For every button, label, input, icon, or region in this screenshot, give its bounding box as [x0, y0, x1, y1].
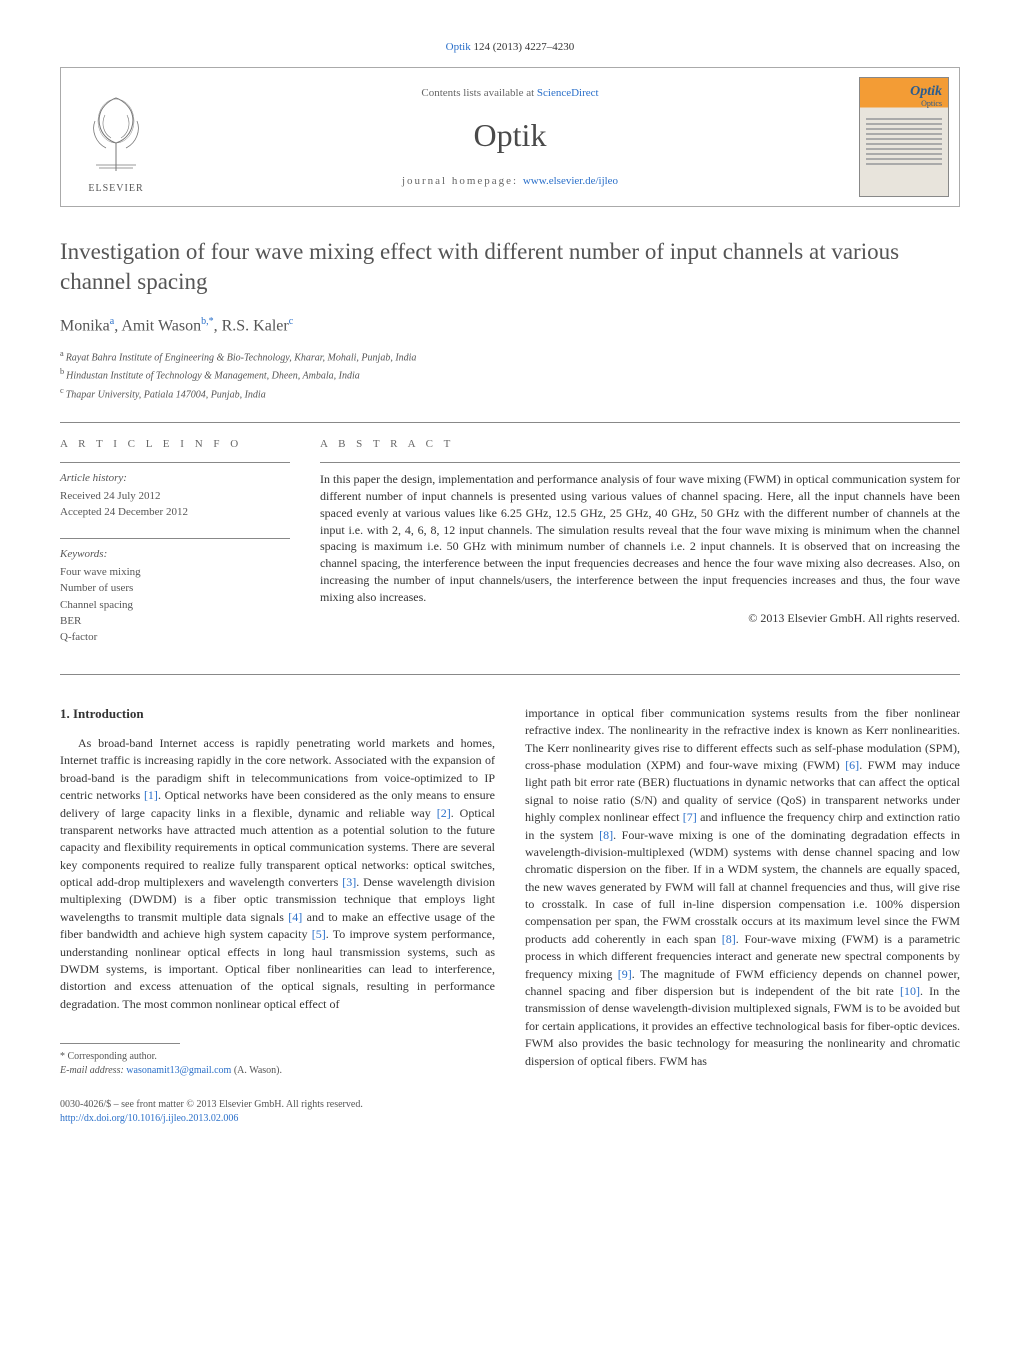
citation-line: Optik 124 (2013) 4227–4230 — [60, 40, 960, 55]
article-history: Article history: Received 24 July 2012 A… — [60, 462, 290, 520]
keyword-5: Q-factor — [60, 630, 290, 645]
affiliation-2: Hindustan Institute of Technology & Mana… — [66, 371, 360, 382]
keyword-3: Channel spacing — [60, 598, 290, 613]
citation-ref[interactable]: [2] — [437, 806, 451, 820]
citation-rest: 124 (2013) 4227–4230 — [471, 41, 575, 53]
contents-prefix: Contents lists available at — [421, 87, 536, 99]
footer-block: 0030-4026/$ – see front matter © 2013 El… — [60, 1098, 495, 1126]
journal-title: Optik — [474, 113, 547, 158]
journal-homepage-link[interactable]: www.elsevier.de/ijleo — [523, 175, 618, 187]
contents-available-line: Contents lists available at ScienceDirec… — [421, 86, 598, 101]
article-info-label: a r t i c l e i n f o — [60, 437, 290, 452]
affil-2-sup: b — [60, 367, 64, 376]
citation-ref[interactable]: [8] — [722, 932, 736, 946]
affil-3-sup: c — [60, 386, 64, 395]
citation-ref[interactable]: [7] — [683, 810, 697, 824]
citation-journal-link[interactable]: Optik — [446, 41, 471, 53]
affiliations: aRayat Bahra Institute of Engineering & … — [60, 348, 960, 402]
elsevier-tree-icon — [81, 93, 151, 173]
author-3-sup: c — [289, 316, 293, 327]
corresponding-email-link[interactable]: wasonamit13@gmail.com — [126, 1065, 231, 1076]
body-column-1: As broad-band Internet access is rapidly… — [60, 735, 495, 1013]
abstract-label: a b s t r a c t — [320, 437, 960, 452]
affiliation-3: Thapar University, Patiala 147004, Punja… — [66, 389, 266, 400]
citation-ref[interactable]: [1] — [144, 788, 158, 802]
publisher-name: ELSEVIER — [81, 182, 151, 196]
authors-line: Monikaa, Amit Wasonb,*, R.S. Kalerc — [60, 315, 960, 338]
homepage-label: journal homepage: — [402, 175, 523, 187]
corresponding-author-note: * Corresponding author. — [60, 1050, 495, 1064]
email-label: E-mail address: — [60, 1065, 126, 1076]
citation-ref[interactable]: [10] — [900, 984, 920, 998]
journal-homepage-line: journal homepage: www.elsevier.de/ijleo — [402, 174, 618, 189]
author-2: Amit Wason — [121, 318, 201, 335]
email-suffix: (A. Wason). — [231, 1065, 282, 1076]
cover-subtitle: Optics — [921, 98, 942, 109]
author-2-sup: b,* — [201, 316, 214, 327]
doi-link[interactable]: http://dx.doi.org/10.1016/j.ijleo.2013.0… — [60, 1113, 238, 1124]
affil-1-sup: a — [60, 349, 64, 358]
divider-bottom — [60, 674, 960, 675]
citation-ref[interactable]: [5] — [312, 927, 326, 941]
email-line: E-mail address: wasonamit13@gmail.com (A… — [60, 1064, 495, 1078]
received-date: Received 24 July 2012 — [60, 489, 290, 504]
author-3: R.S. Kaler — [222, 318, 289, 335]
abstract-text: In this paper the design, implementation… — [320, 462, 960, 605]
abstract-copyright: © 2013 Elsevier GmbH. All rights reserve… — [320, 610, 960, 627]
keyword-2: Number of users — [60, 581, 290, 596]
citation-ref[interactable]: [3] — [342, 875, 356, 889]
citation-ref[interactable]: [4] — [288, 910, 302, 924]
front-matter-line: 0030-4026/$ – see front matter © 2013 El… — [60, 1098, 495, 1112]
sciencedirect-link[interactable]: ScienceDirect — [537, 87, 599, 99]
journal-header: ELSEVIER Contents lists available at Sci… — [60, 67, 960, 207]
keyword-1: Four wave mixing — [60, 565, 290, 580]
citation-ref[interactable]: [8] — [599, 828, 613, 842]
footnote-separator — [60, 1043, 180, 1044]
keywords-head: Keywords: — [60, 547, 290, 562]
affiliation-1: Rayat Bahra Institute of Engineering & B… — [66, 352, 417, 363]
journal-cover-thumbnail: Optik Optics — [859, 77, 949, 197]
article-title: Investigation of four wave mixing effect… — [60, 237, 960, 297]
keywords-block: Keywords: Four wave mixing Number of use… — [60, 538, 290, 645]
citation-ref[interactable]: [9] — [618, 967, 632, 981]
divider-top — [60, 422, 960, 423]
publisher-logo-cell: ELSEVIER — [61, 68, 171, 206]
citation-ref[interactable]: [6] — [845, 758, 859, 772]
author-1: Monika — [60, 318, 110, 335]
author-1-sup: a — [110, 316, 114, 327]
keyword-4: BER — [60, 614, 290, 629]
body-column-2: importance in optical fiber communicatio… — [525, 705, 960, 1070]
history-head: Article history: — [60, 471, 290, 486]
accepted-date: Accepted 24 December 2012 — [60, 505, 290, 520]
section-heading-introduction: 1. Introduction — [60, 705, 495, 723]
